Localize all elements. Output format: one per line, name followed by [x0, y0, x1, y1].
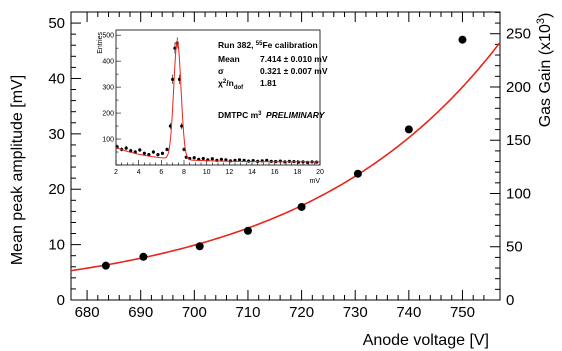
- inset-data-point: [201, 156, 205, 161]
- inset-stat-value: 1.81: [260, 78, 277, 88]
- data-point: [297, 202, 306, 211]
- y2-tick-label: 150: [506, 132, 531, 149]
- inset-x-tick-label: 12: [225, 169, 233, 176]
- data-point: [458, 35, 467, 44]
- inset-x-tick-label: 18: [293, 169, 301, 176]
- inset-data-point: [147, 153, 151, 157]
- inset-data-point: [265, 158, 269, 162]
- x-tick-label: 680: [75, 304, 100, 321]
- inset-data-point: [219, 157, 223, 161]
- inset-stat-label: σ: [218, 66, 224, 76]
- inset-data-point: [237, 158, 242, 162]
- inset-data-point: [156, 153, 160, 157]
- inset-data-point: [142, 151, 146, 155]
- inset-data-point: [171, 77, 175, 81]
- inset-y-tick-label: 500: [102, 33, 114, 40]
- inset-x-tick-label: 8: [182, 169, 186, 176]
- y-tick-label: 50: [48, 15, 65, 32]
- y2-tick-label: 250: [506, 26, 531, 43]
- inset-stat-value: 7.414 ± 0.010 mV: [260, 54, 328, 64]
- inset-x-tick-label: 4: [137, 169, 141, 176]
- inset-footer-preliminary: PRELIMINARY: [266, 110, 326, 120]
- x-tick-label: 710: [235, 304, 260, 321]
- x-tick-label: 730: [343, 304, 368, 321]
- x-tick-label: 700: [182, 304, 207, 321]
- inset-x-tick-label: 10: [203, 169, 211, 176]
- y-tick-label: 40: [48, 70, 65, 87]
- x-tick-label: 720: [289, 304, 314, 321]
- x-tick-label: 740: [396, 304, 421, 321]
- x-tick-label: 750: [450, 304, 475, 321]
- inset-data-point: [129, 149, 133, 153]
- inset-title: Run 382, 55Fe calibration: [218, 40, 318, 50]
- y-axis-title: Mean peak amplitude [mV]: [9, 75, 26, 265]
- inset-y-tick-label: 200: [102, 111, 114, 118]
- y-tick-label: 0: [57, 292, 65, 309]
- inset-data-point: [305, 160, 310, 165]
- inset-fit-curve: [115, 39, 320, 163]
- data-point: [243, 226, 252, 235]
- inset-y-tick-label: 100: [102, 137, 114, 144]
- main-plot: 680 690 700 710 720 730 740 7500102030405005010…: [48, 11, 531, 321]
- inset-x-tick-label: 16: [271, 169, 279, 176]
- inset-x-tick-label: 14: [248, 169, 256, 176]
- data-point: [404, 125, 413, 134]
- x-axis-title: Anode voltage [V]: [363, 332, 489, 349]
- data-point: [195, 242, 204, 251]
- inset-frame: [115, 29, 321, 166]
- inset-stat-label: χ2/ndof: [218, 78, 244, 91]
- inset-y-axis-title: Entries: [97, 32, 104, 54]
- inset-data-point: [160, 151, 165, 155]
- inset-y-tick-label: 300: [102, 85, 114, 92]
- inset-x-tick-label: 20: [316, 169, 324, 176]
- y2-tick-label: 200: [506, 79, 531, 96]
- y2-tick-label: 0: [506, 292, 514, 309]
- y2-axis-title: Gas Gain (x103): [535, 13, 554, 128]
- inset-data-point: [192, 156, 196, 160]
- inset-data-point: [210, 157, 214, 161]
- inset-x-axis-title: mV: [310, 178, 321, 185]
- data-point: [353, 169, 362, 178]
- inset-data-point: [151, 150, 155, 154]
- inset-data-point: [124, 146, 128, 150]
- y-tick-label: 30: [48, 126, 65, 143]
- y-tick-label: 10: [48, 237, 65, 254]
- inset-stat-label: Mean: [218, 54, 240, 64]
- data-point: [101, 261, 110, 270]
- inset-stat-value: 0.321 ± 0.007 mV: [260, 66, 328, 76]
- data-point: [139, 252, 148, 261]
- inset-data-point: [224, 158, 228, 162]
- x-tick-label: 690: [128, 304, 153, 321]
- inset-y-tick-label: 400: [102, 59, 114, 66]
- inset-data-point: [165, 147, 169, 152]
- inset-x-tick-label: 6: [159, 169, 163, 176]
- y2-tick-label: 50: [506, 239, 523, 256]
- inset-data-point: [138, 148, 142, 152]
- inset-footer-label: DMTPC m3: [218, 110, 262, 120]
- inset-data-point: [180, 124, 184, 128]
- y2-tick-label: 100: [506, 185, 531, 202]
- y-tick-label: 20: [48, 181, 65, 198]
- inset-x-tick-label: 2: [114, 169, 118, 176]
